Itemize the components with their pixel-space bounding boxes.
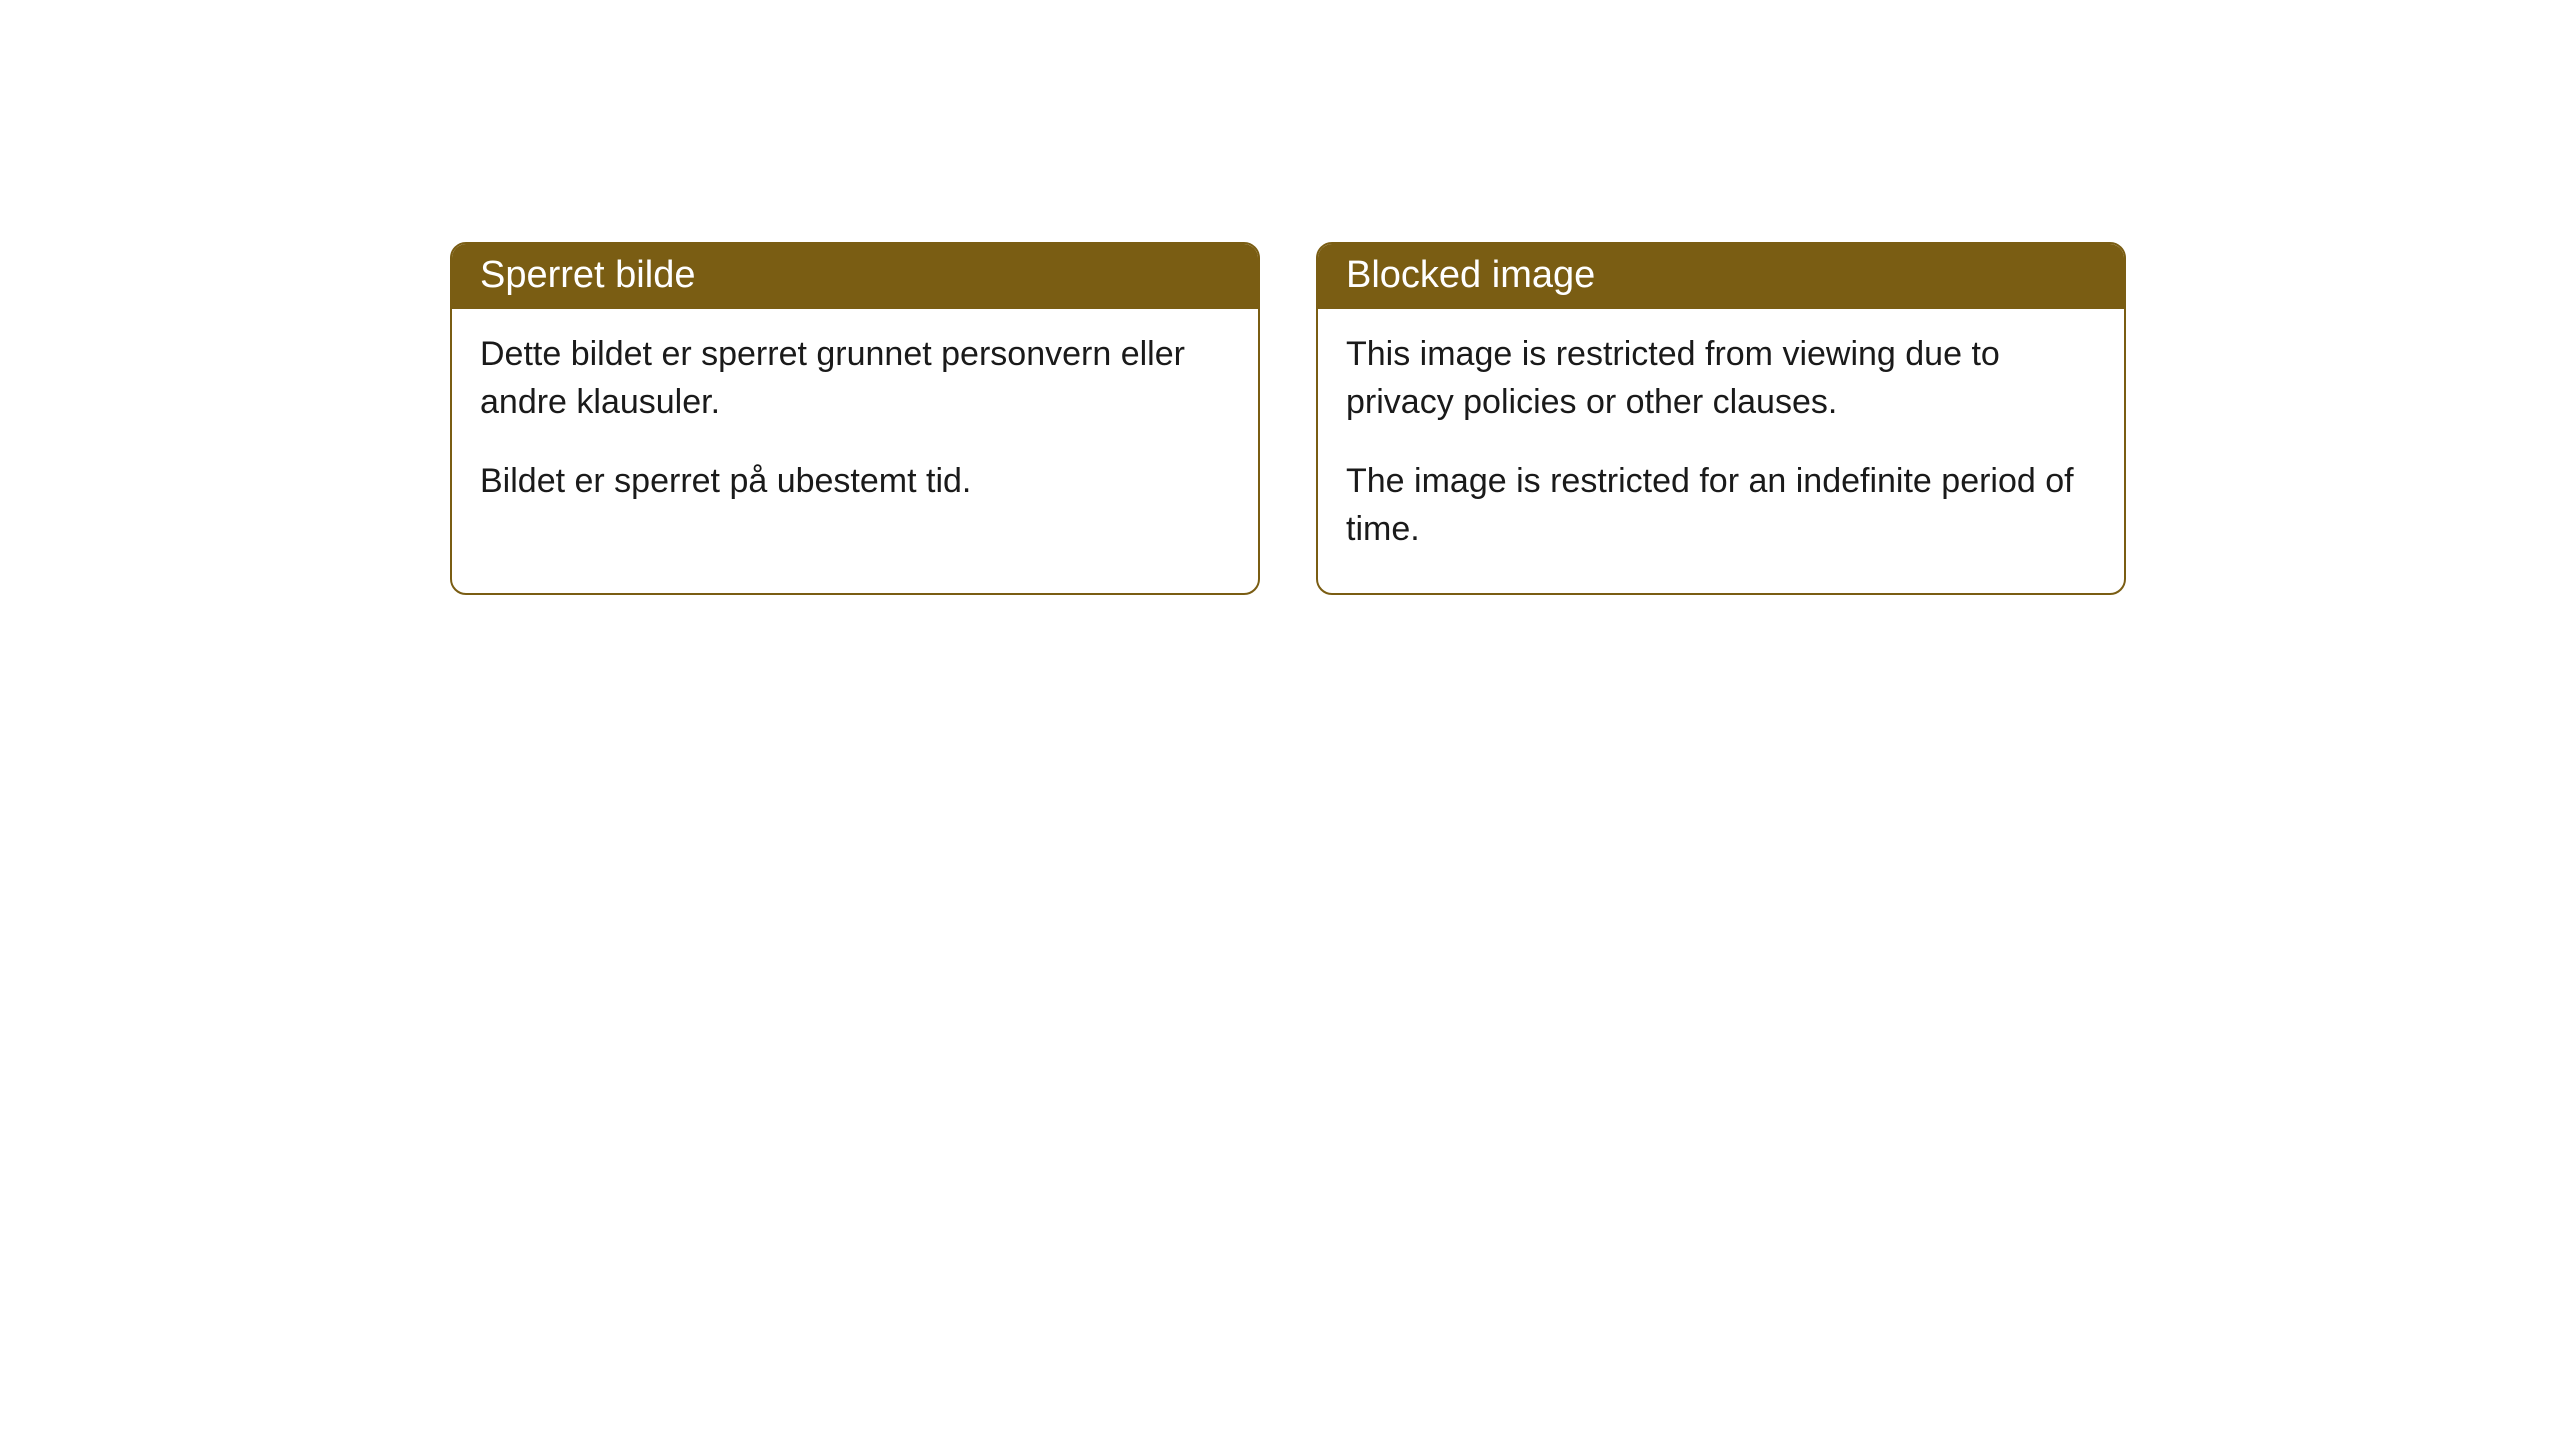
blocked-image-card-no: Sperret bilde Dette bildet er sperret gr… <box>450 242 1260 595</box>
blocked-image-card-en: Blocked image This image is restricted f… <box>1316 242 2126 595</box>
card-title-no: Sperret bilde <box>452 244 1258 309</box>
card-paragraph-no-2: Bildet er sperret på ubestemt tid. <box>480 458 1230 506</box>
card-title-en: Blocked image <box>1318 244 2124 309</box>
card-paragraph-no-1: Dette bildet er sperret grunnet personve… <box>480 331 1230 426</box>
card-paragraph-en-2: The image is restricted for an indefinit… <box>1346 458 2096 553</box>
card-paragraph-en-1: This image is restricted from viewing du… <box>1346 331 2096 426</box>
card-body-no: Dette bildet er sperret grunnet personve… <box>452 309 1258 546</box>
notice-cards-container: Sperret bilde Dette bildet er sperret gr… <box>450 242 2126 595</box>
card-body-en: This image is restricted from viewing du… <box>1318 309 2124 593</box>
